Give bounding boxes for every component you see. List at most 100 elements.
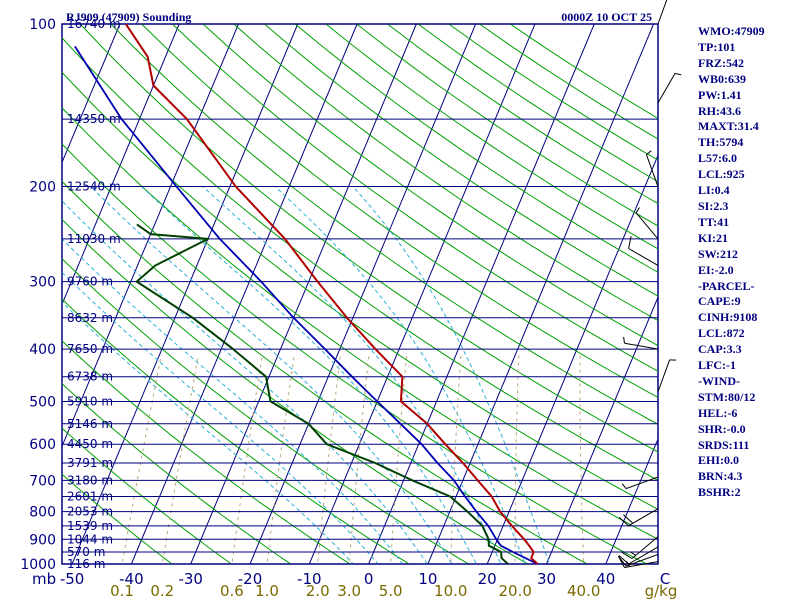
wind-barb xyxy=(620,536,659,559)
pressure-tick-label: 500 xyxy=(29,394,56,410)
dry-adiabat-line xyxy=(62,298,411,564)
pressure-tick-label: 700 xyxy=(29,473,56,489)
index-item: CAP:3.3 xyxy=(698,342,742,357)
isotherm-line xyxy=(62,24,239,448)
height-label: 4450 m xyxy=(67,437,113,451)
pressure-tick-label: 1000 xyxy=(20,557,56,573)
dry-adiabat-line xyxy=(62,143,648,564)
wind-barb xyxy=(628,236,659,266)
mixing-ratio-tick-label: 10.0 xyxy=(434,582,467,600)
sounding-time: 0000Z 10 OCT 25 xyxy=(561,10,652,24)
wind-barb-flag xyxy=(623,514,634,524)
index-item: EHI:0.0 xyxy=(698,453,740,468)
isotherm-line xyxy=(62,24,180,306)
mixing-ratio-line xyxy=(514,354,520,564)
axis-ticks: 0.1 0.2 0.6 1.0 2.0 3.0 5.0 10.0 20.0 40.0 g/kg100… xyxy=(20,17,677,600)
temperature-tick-label: 10 xyxy=(418,570,437,588)
dry-adiabat-line xyxy=(110,24,658,425)
dry-adiabat-line xyxy=(141,24,658,398)
pressure-tick-label: 900 xyxy=(29,532,56,548)
dry-adiabat-line xyxy=(62,180,589,564)
wind-barb-half-flag xyxy=(646,150,652,155)
chart-background xyxy=(61,23,659,565)
wind-barb-staff xyxy=(657,0,668,25)
height-label: 14350 m xyxy=(67,112,121,126)
mixing-ratio-unit: g/kg xyxy=(645,582,678,600)
wind-barb xyxy=(635,207,659,240)
index-item: RH:43.6 xyxy=(698,103,741,118)
mixing-ratio-line xyxy=(231,354,263,564)
wind-barb-flag xyxy=(618,555,629,565)
index-item: EI:-2.0 xyxy=(698,262,734,277)
index-item: STM:80/12 xyxy=(698,389,756,404)
index-item: MAXT:31.4 xyxy=(698,119,759,134)
mixing-ratio-tick-label: 0.2 xyxy=(150,582,174,600)
mixing-ratio-tick-label: 3.0 xyxy=(337,582,361,600)
temperature-tick-label: 20 xyxy=(478,570,497,588)
height-label: 9760 m xyxy=(67,275,113,289)
index-item: LCL:872 xyxy=(698,326,745,341)
mixing-ratio-line xyxy=(266,354,295,564)
height-label: 11030 m xyxy=(67,232,121,246)
wind-barb-half-flag xyxy=(623,336,625,344)
mixing-ratio-tick-label: 0.6 xyxy=(220,582,244,600)
wind-barb xyxy=(623,336,659,350)
temperature-tick-label: -40 xyxy=(119,570,144,588)
isotherm-line xyxy=(190,24,417,564)
height-label: 1539 m xyxy=(67,519,113,533)
wind-barb-staff xyxy=(645,154,659,187)
moist-adiabat-line xyxy=(352,186,551,564)
height-labels: 16740 m 14350 m 12540 m 11030 m 9760 m 8632 m… xyxy=(67,17,121,571)
profiles xyxy=(74,24,539,564)
index-item: SHR:-0.0 xyxy=(698,421,746,436)
index-item: LCL:925 xyxy=(698,167,745,182)
moist-adiabat-line xyxy=(202,186,502,564)
dry-adiabat-line xyxy=(79,24,658,453)
height-label: 5910 m xyxy=(67,394,113,408)
dry-adiabat-line xyxy=(62,257,470,564)
wind-barb-flag xyxy=(620,551,633,559)
height-label: 3791 m xyxy=(67,456,113,470)
temperature-tick-label: -10 xyxy=(297,570,322,588)
index-item: CINH:9108 xyxy=(698,310,758,325)
index-item: BSHR:2 xyxy=(698,485,741,500)
index-item: BRN:4.3 xyxy=(698,469,743,484)
dry-adiabat-line xyxy=(62,340,351,564)
wind-barb-half-flag xyxy=(674,73,682,76)
dry-adiabat-line xyxy=(62,383,292,564)
mixing-ratio-tick-label: 20.0 xyxy=(498,582,531,600)
wind-barb-staff xyxy=(628,508,659,527)
dry-adiabat-line xyxy=(62,107,658,540)
dry-adiabat-line xyxy=(294,24,658,273)
index-item: TT:41 xyxy=(698,214,730,229)
index-item: -WIND- xyxy=(698,373,740,388)
dewpoint-trace xyxy=(135,223,509,564)
dry-adiabat-line xyxy=(233,24,658,322)
index-item: LI:0.4 xyxy=(698,183,730,198)
dry-adiabat-line xyxy=(325,24,658,250)
moist-adiabat-line xyxy=(62,301,354,564)
moist-adiabat-line xyxy=(62,238,404,564)
index-item: KI:21 xyxy=(698,230,728,245)
index-item: FRZ:542 xyxy=(698,55,744,70)
height-label: 8632 m xyxy=(67,311,113,325)
temperature-tick-label: -50 xyxy=(60,570,85,588)
height-label: 1044 m xyxy=(67,532,113,546)
wind-barb-half-flag xyxy=(635,207,640,214)
dry-adiabat-line xyxy=(172,24,658,372)
height-label: 116 m xyxy=(67,557,105,571)
index-item: SRDS:111 xyxy=(698,437,750,452)
parcel-trace xyxy=(74,45,538,564)
pressure-tick-label: 800 xyxy=(29,505,56,521)
height-label: 6738 m xyxy=(67,370,113,384)
pressure-unit: mb xyxy=(32,570,56,588)
index-item: TP:101 xyxy=(698,39,736,54)
background-lines xyxy=(62,24,658,564)
temperature-tick-label: -20 xyxy=(238,570,263,588)
wind-barb-staff xyxy=(624,561,659,568)
height-label: 7650 m xyxy=(67,342,113,356)
pressure-tick-label: 300 xyxy=(29,275,56,291)
mixing-ratio-tick-label: 2.0 xyxy=(306,582,330,600)
index-item: LFC:-1 xyxy=(698,358,736,373)
wind-barb-staff xyxy=(625,553,659,567)
